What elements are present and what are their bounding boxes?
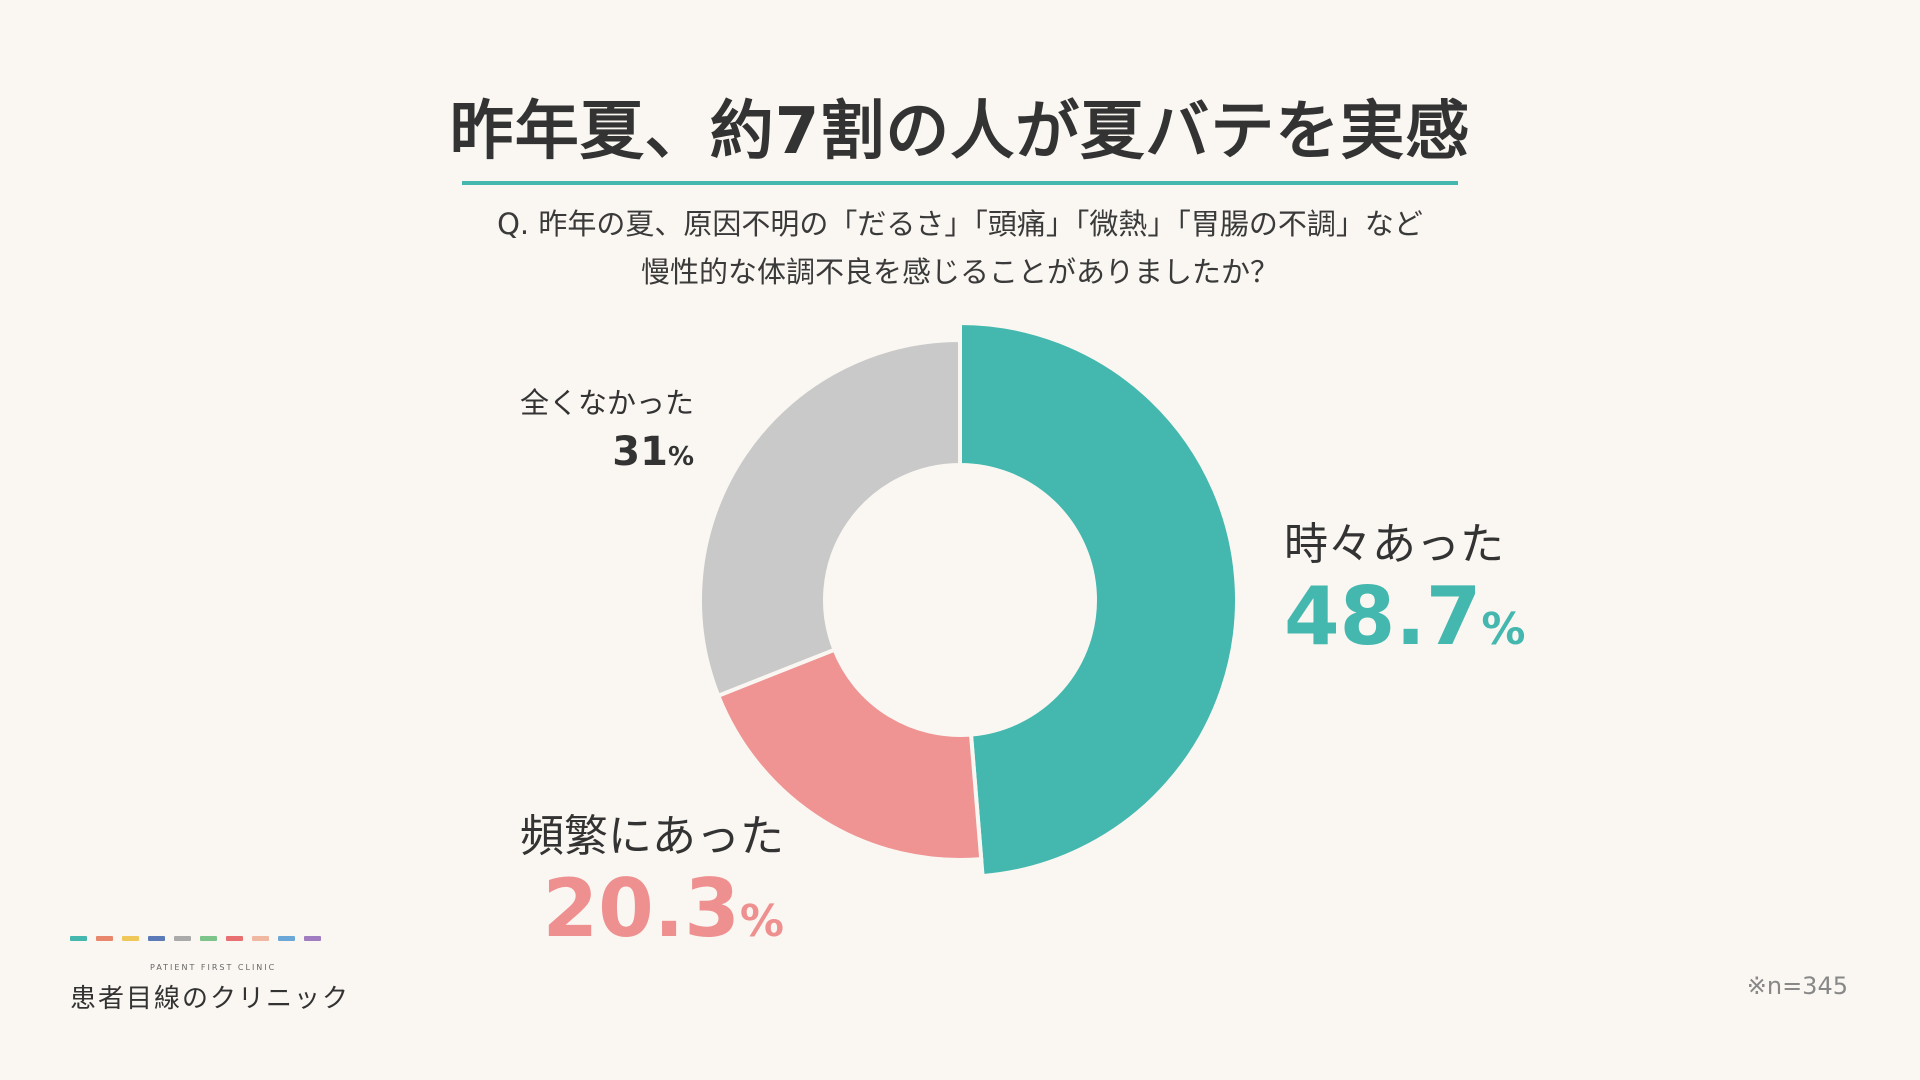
question-text: Q. 昨年の夏、原因不明の「だるさ」「頭痛」「微熱」「胃腸の不調」など 慢性的な… [0,200,1920,296]
slice-unit-never: % [667,442,695,472]
title-underline [462,181,1458,185]
chart-title: 昨年夏、約7割の人が夏バテを実感 [449,95,1471,169]
sample-size-note: ※n=345 [1746,972,1848,1000]
slice-unit-frequently: % [739,896,784,947]
question-line-2: 慢性的な体調不良を感じることがありましたか？ [640,255,1279,289]
logo-dash [70,936,87,941]
logo-english-text: PATIENT FIRST CLINIC [150,963,277,972]
logo-dash [278,936,295,941]
slice-name-never: 全くなかった [520,386,695,420]
slice-value-never: 31 [612,429,668,475]
slice-value-sometimes: 48.7 [1284,570,1482,663]
slice-name-frequently: 頻繁にあった [520,811,784,862]
slice-label-frequently: 頻繁にあった 20.3% [520,800,784,967]
slice-label-never: 全くなかった 31% [520,380,694,487]
logo-dash [200,936,217,941]
logo-dash [252,936,269,941]
logo-color-dashes [70,936,350,941]
slice-never [698,337,962,699]
logo-japanese-text: 患者目線のクリニック [70,984,351,1014]
logo-dash [304,936,321,941]
slice-value-frequently: 20.3 [542,862,740,955]
logo-dash [148,936,165,941]
logo-dash [122,936,139,941]
slice-sometimes [958,320,1239,879]
slice-name-sometimes: 時々あった [1284,519,1504,570]
question-line-1: Q. 昨年の夏、原因不明の「だるさ」「頭痛」「微熱」「胃腸の不調」など [497,207,1423,241]
logo-dash [96,936,113,941]
slice-frequently [715,647,984,862]
slice-unit-sometimes: % [1481,604,1526,655]
slice-label-sometimes: 時々あった 48.7% [1284,508,1525,675]
logo-dash [174,936,191,941]
logo-dash [226,936,243,941]
clinic-logo: PATIENT FIRST CLINIC 患者目線のクリニック [70,936,350,1015]
